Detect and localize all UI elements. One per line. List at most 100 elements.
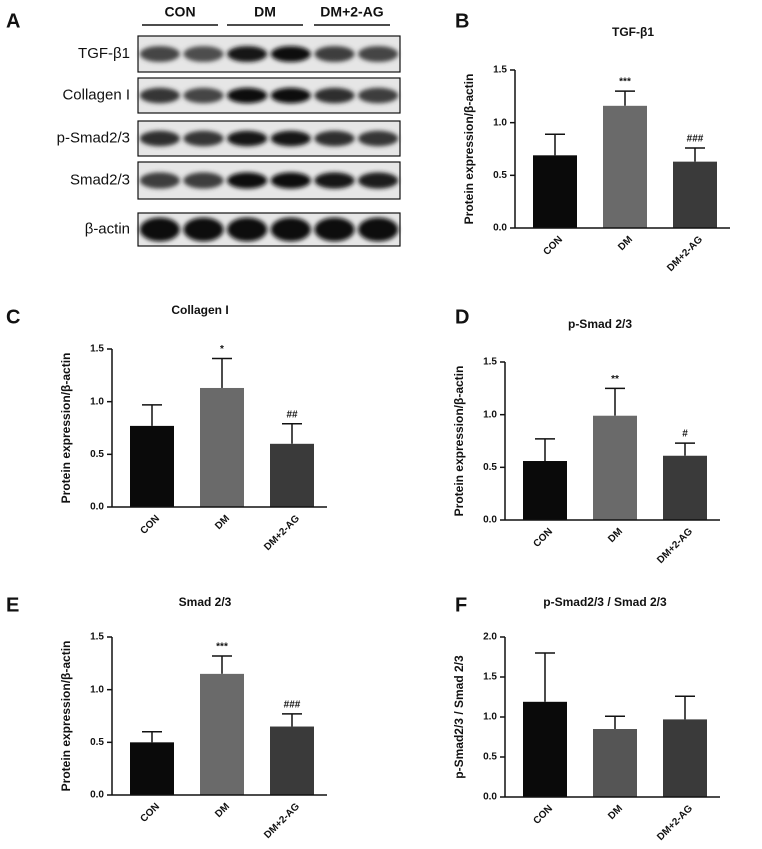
blot-band (358, 130, 399, 147)
y-axis-label: Protein expression/β-actin (452, 366, 466, 517)
y-tick-label: 1.0 (493, 117, 507, 128)
chart-title: Smad 2/3 (179, 595, 232, 609)
blot-band (227, 130, 268, 147)
chart-title: p-Smad 2/3 (568, 317, 632, 331)
blot-band (183, 46, 224, 62)
blot-band (270, 217, 311, 242)
x-tick-label: DM+2-AG (655, 803, 695, 843)
y-tick-label: 1.5 (493, 65, 507, 76)
group-label: CON (164, 4, 195, 20)
significance-label: * (220, 344, 224, 355)
bar (593, 415, 637, 520)
chart-title: Collagen I (171, 303, 228, 317)
blot-band (270, 87, 311, 104)
blot-strip (137, 120, 401, 157)
bar (533, 155, 577, 228)
x-tick-label: DM+2-AG (262, 801, 302, 841)
x-tick-label: DM+2-AG (665, 234, 705, 274)
chart-title: p-Smad2/3 / Smad 2/3 (543, 595, 667, 609)
row-label: TGF-β1 (78, 45, 130, 62)
y-tick-label: 1.5 (483, 672, 497, 683)
blot-strip (137, 161, 401, 200)
bar (270, 443, 314, 507)
panel-label: D (455, 306, 469, 328)
blot-strip (137, 212, 401, 247)
bar (523, 461, 567, 520)
blot-band (358, 172, 399, 189)
blot-band (139, 87, 180, 104)
x-tick-label: CON (531, 526, 555, 550)
significance-label: *** (619, 77, 631, 88)
blot-band (227, 87, 268, 104)
y-tick-label: 0.0 (493, 223, 507, 234)
y-tick-label: 0.0 (90, 790, 104, 801)
y-tick-label: 0.0 (90, 502, 104, 513)
x-tick-label: CON (138, 513, 162, 537)
y-axis-label: p-Smad2/3 / Smad 2/3 (452, 655, 466, 779)
significance-label: ### (284, 700, 301, 711)
row-label: Collagen I (62, 86, 130, 103)
panel-label: C (6, 306, 20, 328)
blot-band (358, 46, 399, 62)
y-axis-label: Protein expression/β-actin (462, 74, 476, 225)
y-tick-label: 1.0 (90, 684, 104, 695)
bar (200, 387, 244, 507)
blot-band (358, 87, 399, 104)
bar (593, 729, 637, 797)
significance-label: *** (216, 642, 228, 653)
panel-label: F (455, 594, 467, 616)
x-tick-label: DM+2-AG (262, 513, 302, 553)
bar (663, 455, 707, 520)
y-tick-label: 0.5 (493, 170, 507, 181)
y-tick-label: 0.0 (483, 515, 497, 526)
y-tick-label: 0.0 (483, 792, 497, 803)
bar (523, 701, 567, 797)
blot-band (139, 46, 180, 62)
y-tick-label: 1.5 (483, 357, 497, 368)
blot-band (314, 46, 355, 62)
blot-band (314, 172, 355, 189)
blot-band (139, 217, 180, 242)
y-axis-label: Protein expression/β-actin (59, 641, 73, 792)
row-label: β-actin (85, 220, 130, 237)
y-tick-label: 1.0 (483, 409, 497, 420)
significance-label: ## (286, 409, 298, 420)
blot-band (227, 172, 268, 189)
bar (663, 719, 707, 797)
bar (270, 726, 314, 795)
blot-band (358, 217, 399, 242)
chart-title: TGF-β1 (612, 25, 654, 39)
bar (130, 742, 174, 795)
y-tick-label: 0.5 (90, 737, 104, 748)
row-label: p-Smad2/3 (57, 129, 130, 146)
blot-band (183, 130, 224, 147)
blot-band (314, 87, 355, 104)
y-tick-label: 2.0 (483, 632, 497, 643)
x-tick-label: CON (531, 803, 555, 827)
blot-band (183, 217, 224, 242)
blot-band (139, 172, 180, 189)
blot-band (227, 217, 268, 242)
y-tick-label: 0.5 (483, 752, 497, 763)
panel-label: E (6, 594, 19, 616)
x-tick-label: DM+2-AG (655, 526, 695, 566)
blot-strip (137, 77, 401, 114)
panel-label: B (455, 10, 469, 32)
significance-label: ** (611, 374, 619, 385)
group-label: DM (254, 4, 276, 20)
panel-label: A (6, 10, 20, 32)
y-axis-label: Protein expression/β-actin (59, 353, 73, 504)
x-tick-label: DM (616, 234, 635, 253)
group-label: DM+2-AG (320, 4, 384, 20)
bar (130, 425, 174, 507)
y-tick-label: 0.5 (90, 449, 104, 460)
significance-label: ### (687, 134, 704, 145)
blot-band (183, 172, 224, 189)
x-tick-label: DM (606, 526, 625, 545)
y-tick-label: 1.0 (483, 712, 497, 723)
x-tick-label: DM (213, 513, 232, 532)
y-tick-label: 1.5 (90, 632, 104, 643)
blot-band (270, 46, 311, 62)
y-tick-label: 1.0 (90, 396, 104, 407)
